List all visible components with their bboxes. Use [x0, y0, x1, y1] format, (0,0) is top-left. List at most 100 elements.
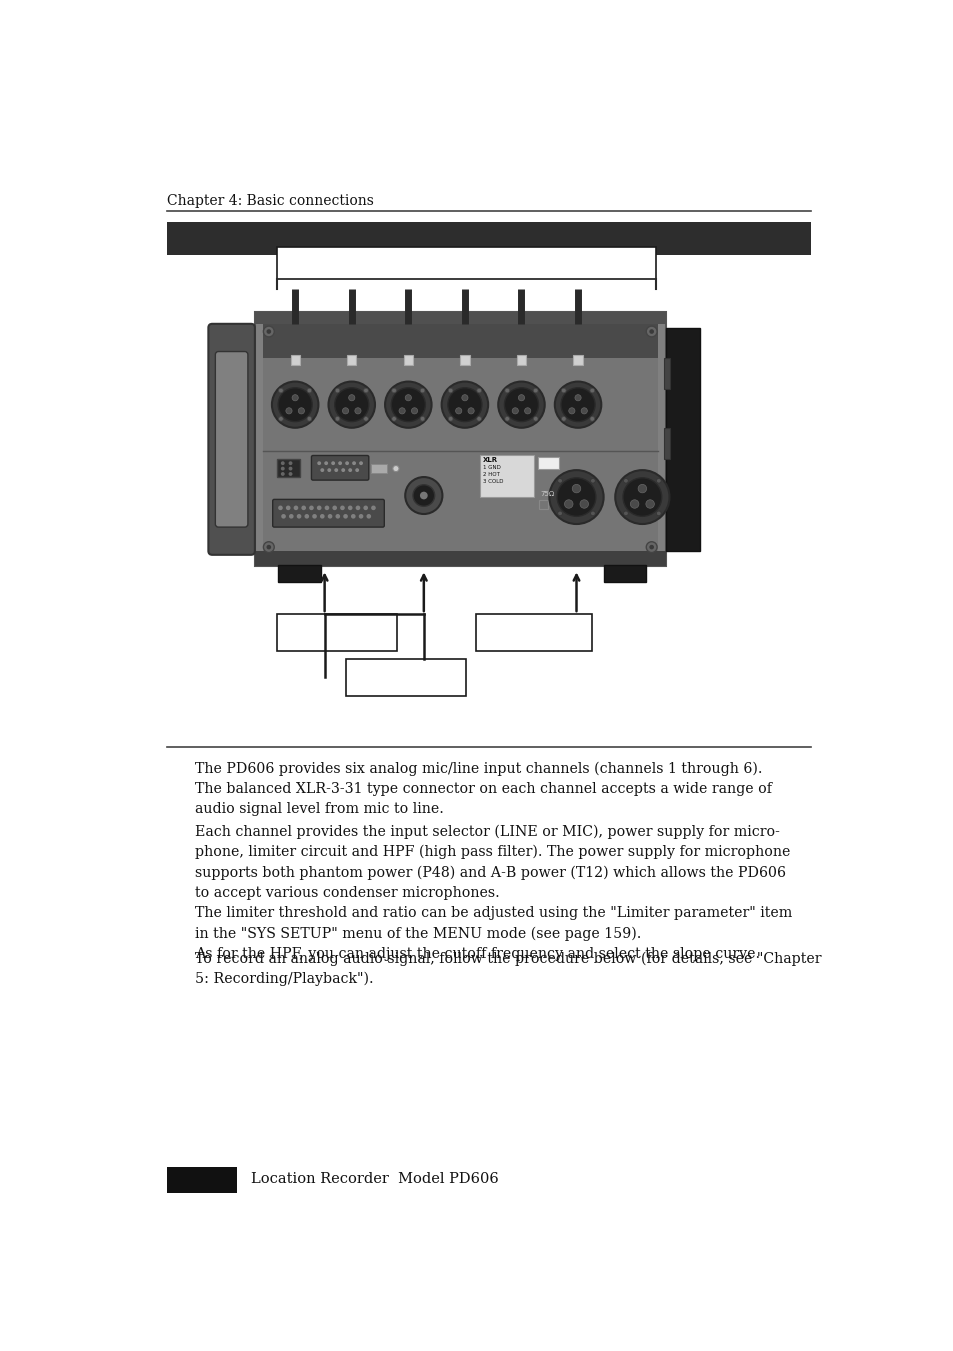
Circle shape	[340, 505, 344, 511]
Circle shape	[504, 388, 509, 393]
Circle shape	[331, 461, 335, 465]
Circle shape	[560, 388, 595, 422]
Bar	[167, 222, 810, 254]
Circle shape	[328, 381, 375, 428]
Circle shape	[645, 326, 657, 336]
Circle shape	[363, 416, 368, 422]
Text: Location Recorder  Model PD606: Location Recorder Model PD606	[251, 1171, 498, 1186]
Circle shape	[289, 471, 293, 476]
Circle shape	[385, 381, 431, 428]
Bar	[291, 354, 299, 365]
Circle shape	[348, 469, 352, 471]
Circle shape	[512, 408, 517, 413]
Circle shape	[343, 513, 348, 519]
Circle shape	[358, 461, 362, 465]
Circle shape	[278, 505, 282, 511]
Bar	[346, 659, 466, 696]
Circle shape	[411, 408, 417, 413]
Circle shape	[645, 542, 657, 553]
Bar	[517, 354, 525, 365]
Circle shape	[575, 394, 580, 401]
Circle shape	[312, 513, 316, 519]
Circle shape	[280, 471, 284, 476]
Circle shape	[405, 477, 442, 513]
Circle shape	[476, 416, 481, 422]
Circle shape	[355, 505, 360, 511]
Bar	[276, 458, 299, 477]
Bar	[573, 354, 582, 365]
Circle shape	[309, 505, 314, 511]
Text: The PD606 provides six analog mic/line input channels (channels 1 through 6).
Th: The PD606 provides six analog mic/line i…	[195, 761, 771, 816]
Bar	[459, 354, 469, 365]
Circle shape	[358, 513, 363, 519]
Text: Chapter 4: Basic connections: Chapter 4: Basic connections	[167, 195, 374, 208]
Bar	[663, 358, 670, 389]
Circle shape	[580, 408, 587, 413]
Circle shape	[266, 330, 271, 334]
Circle shape	[504, 388, 537, 422]
Circle shape	[335, 416, 339, 422]
Circle shape	[572, 485, 580, 493]
Bar	[603, 565, 645, 582]
Circle shape	[298, 408, 304, 413]
Circle shape	[645, 500, 654, 508]
Bar	[254, 312, 665, 566]
Circle shape	[419, 492, 427, 500]
Circle shape	[649, 330, 654, 334]
Circle shape	[558, 478, 562, 484]
Circle shape	[623, 511, 628, 516]
Circle shape	[352, 461, 355, 465]
Circle shape	[334, 469, 337, 471]
Circle shape	[301, 505, 306, 511]
Circle shape	[517, 394, 524, 401]
Circle shape	[579, 500, 588, 508]
Circle shape	[280, 461, 284, 465]
Circle shape	[468, 408, 474, 413]
Circle shape	[320, 469, 324, 471]
Circle shape	[456, 408, 461, 413]
Bar	[254, 312, 665, 324]
Circle shape	[319, 513, 324, 519]
Circle shape	[355, 408, 360, 413]
Circle shape	[630, 500, 639, 508]
Circle shape	[371, 505, 375, 511]
Circle shape	[448, 388, 453, 393]
Circle shape	[296, 513, 301, 519]
Bar	[276, 247, 656, 280]
Circle shape	[337, 461, 342, 465]
Bar	[479, 455, 534, 497]
Text: Each channel provides the input selector (LINE or MIC), power supply for micro-
: Each channel provides the input selector…	[195, 824, 792, 961]
Circle shape	[392, 388, 396, 393]
Circle shape	[263, 326, 274, 336]
Circle shape	[278, 416, 283, 422]
Circle shape	[366, 513, 371, 519]
Circle shape	[622, 478, 661, 516]
Circle shape	[441, 381, 488, 428]
Circle shape	[328, 513, 332, 519]
Circle shape	[289, 466, 293, 470]
Circle shape	[413, 485, 435, 507]
Circle shape	[304, 513, 309, 519]
FancyBboxPatch shape	[215, 351, 248, 527]
Circle shape	[355, 469, 358, 471]
Bar	[262, 324, 658, 451]
Circle shape	[363, 505, 368, 511]
Circle shape	[286, 505, 291, 511]
Circle shape	[324, 505, 329, 511]
Circle shape	[398, 408, 405, 413]
Bar	[276, 615, 396, 651]
Circle shape	[497, 381, 544, 428]
Bar	[403, 354, 413, 365]
Circle shape	[281, 513, 286, 519]
Circle shape	[363, 388, 368, 393]
Circle shape	[405, 394, 411, 401]
Bar	[347, 354, 356, 365]
Circle shape	[589, 388, 594, 393]
Text: 75Ω: 75Ω	[539, 490, 554, 497]
Bar	[371, 463, 386, 473]
Circle shape	[558, 511, 562, 516]
Circle shape	[420, 416, 424, 422]
Circle shape	[324, 461, 328, 465]
Text: XLR: XLR	[482, 457, 497, 463]
Circle shape	[533, 388, 537, 393]
